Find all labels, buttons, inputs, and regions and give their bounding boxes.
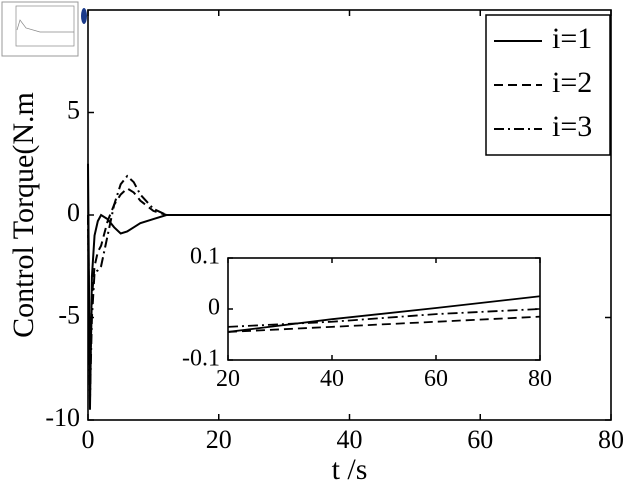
legend-label: i=2 — [552, 66, 592, 99]
thumbnail-line — [16, 19, 74, 33]
thumbnail-axes — [15, 5, 75, 47]
x-tick-label: 20 — [216, 366, 240, 392]
y-tick-label: 0 — [208, 295, 220, 321]
y-tick-label: -0.1 — [182, 346, 220, 372]
x-tick-label: 60 — [467, 425, 493, 454]
series-line — [227, 308, 541, 328]
legend-label: i=1 — [552, 22, 592, 55]
series-line — [227, 315, 541, 333]
legend: i=1 i=2 i=3 — [485, 14, 611, 156]
y-tick-label: -5 — [58, 300, 80, 329]
x-tick-label: 80 — [528, 366, 552, 392]
y-tick-label: 0 — [67, 198, 80, 227]
thumbnail — [1, 1, 87, 57]
x-axis-label: t /s — [332, 453, 368, 486]
x-tick-label: 60 — [424, 366, 448, 392]
x-tick-label: 40 — [337, 425, 363, 454]
x-tick-label: 40 — [320, 366, 344, 392]
series-line — [87, 163, 611, 410]
axes-frame — [227, 257, 541, 361]
x-tick-label: 0 — [82, 425, 95, 454]
thumbnail-frame — [1, 1, 79, 57]
x-tick-label: 20 — [206, 425, 232, 454]
series-line — [227, 295, 541, 333]
y-axis-label: Control Torque(N.m — [7, 92, 40, 338]
plot-area — [228, 258, 540, 360]
legend-box — [485, 14, 611, 156]
x-tick-label: 80 — [598, 425, 624, 454]
thumbnail-marker — [81, 8, 87, 24]
y-tick-label: 5 — [67, 95, 80, 124]
axes-frame — [87, 9, 612, 421]
y-tick-label: -10 — [45, 403, 80, 432]
series-line — [87, 174, 611, 400]
legend-label: i=3 — [552, 110, 592, 143]
y-tick-label: 0.1 — [190, 244, 220, 270]
